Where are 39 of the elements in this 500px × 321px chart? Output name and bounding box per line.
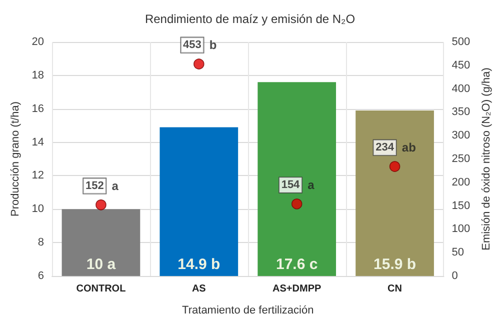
- chart-title: Rendimiento de maíz y emisión de N₂O: [144, 12, 356, 26]
- point: [291, 198, 302, 210]
- y-tick-label: 16: [32, 102, 44, 115]
- x-tick-label: AS: [192, 284, 206, 294]
- data-label: 453 b: [183, 38, 217, 52]
- y2-tick-label: 250: [452, 153, 470, 165]
- point: [389, 161, 400, 172]
- y-tick-label: 14: [32, 136, 44, 148]
- x-axis-title: Tratamiento de fertilización: [182, 304, 314, 316]
- y2-tick-label: 450: [452, 59, 470, 72]
- y-tick-label: 12: [32, 170, 44, 182]
- data-label: 14.9 b: [178, 256, 220, 273]
- y2-tick-label: 200: [452, 176, 470, 188]
- data-label: 10 a: [86, 256, 116, 273]
- y-tick-label: 6: [38, 270, 44, 282]
- y2-tick-label: 50: [452, 246, 464, 259]
- data-label: 234 ab: [376, 140, 416, 155]
- y2-axis-title: Emisión de óxido nitroso (N₂O) (g/ha): [480, 68, 492, 250]
- data-label: 17.6 c: [276, 256, 318, 273]
- y2-tick-label: 100: [452, 223, 470, 236]
- y-tick-label: 10: [32, 203, 44, 216]
- x-tick-label: CONTROL: [76, 284, 126, 294]
- data-label: 15.9 b: [374, 256, 416, 273]
- y-tick-label: 20: [32, 36, 44, 48]
- data-label: 154 a: [281, 178, 315, 192]
- data-label: 152 a: [85, 178, 119, 193]
- x-tick-label: AS+DMPP: [272, 284, 322, 294]
- point: [96, 199, 106, 210]
- y2-tick-label: 300: [452, 130, 470, 142]
- y-tick-label: 18: [32, 69, 44, 82]
- y2-tick-label: 500: [452, 36, 470, 48]
- point: [194, 58, 204, 70]
- x-tick-label: CN: [388, 284, 402, 294]
- y-axis-title: Producción grano (t/ha): [9, 102, 22, 216]
- y2-tick-label: 350: [452, 106, 470, 118]
- y-tick-label: 8: [38, 236, 44, 249]
- y2-tick-label: 400: [452, 82, 470, 95]
- y2-tick-label: 0: [452, 270, 458, 282]
- y2-tick-label: 150: [452, 200, 470, 212]
